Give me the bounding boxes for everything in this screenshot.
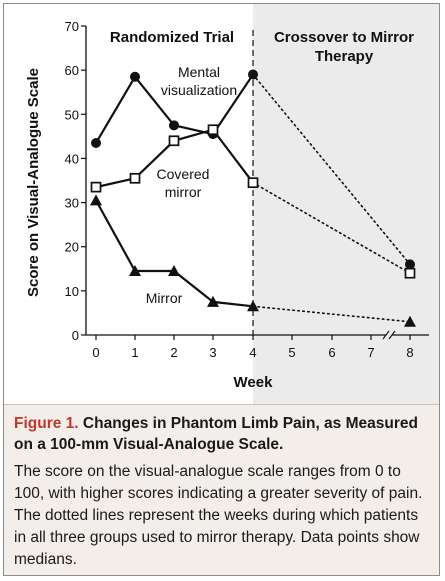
data-point-mental-visualization xyxy=(130,71,140,82)
data-point-mirror xyxy=(207,295,219,307)
series-label-covered-mirror: Covered mirror xyxy=(157,166,210,200)
chart-area: Randomized Trial Crossover to Mirror Thera… xyxy=(4,4,439,404)
data-point-mental-visualization xyxy=(405,259,415,270)
crossover-line-covered-mirror xyxy=(252,181,411,275)
caption-title-text: Changes in Phantom Limb Pain, as Measure… xyxy=(14,415,418,453)
x-tick-label: 7 xyxy=(367,345,374,360)
y-tick-label: 20 xyxy=(65,240,79,255)
x-tick-label: 5 xyxy=(288,345,295,360)
x-tick-label: 3 xyxy=(209,345,216,360)
x-tick-label: 0 xyxy=(92,345,99,360)
data-point-covered-mirror xyxy=(207,124,219,136)
y-axis-title: Score on Visual-Analogue Scale xyxy=(25,68,42,297)
x-tick-label: 8 xyxy=(406,345,413,360)
series-label-mirror: Mirror xyxy=(146,290,183,306)
data-point-mirror xyxy=(247,300,259,312)
y-tick-label: 50 xyxy=(65,107,79,122)
data-point-covered-mirror xyxy=(168,135,180,147)
figure-panel: Randomized Trial Crossover to Mirror Thera… xyxy=(3,3,440,576)
caption-body: The score on the visual-analogue scale r… xyxy=(14,463,423,568)
series-label-mental-visualization: Mental visualization xyxy=(161,64,237,98)
data-point-mirror xyxy=(90,194,102,206)
y-tick-label: 60 xyxy=(65,63,79,78)
figure-label: Figure 1. xyxy=(14,415,79,432)
y-tick-label: 10 xyxy=(65,284,79,299)
x-axis-break-mark xyxy=(388,330,396,340)
data-point-mirror xyxy=(168,264,180,276)
data-point-mental-visualization xyxy=(248,69,258,80)
data-point-mirror xyxy=(404,315,416,327)
x-axis-break-mark xyxy=(382,330,390,340)
x-tick-label: 1 xyxy=(131,345,138,360)
x-tick-label: 4 xyxy=(249,345,256,360)
y-tick-label: 0 xyxy=(72,328,79,343)
data-point-mental-visualization xyxy=(91,137,101,148)
data-point-covered-mirror xyxy=(129,172,141,184)
data-point-covered-mirror xyxy=(90,181,102,193)
caption-title: Figure 1. Changes in Phantom Limb Pain, … xyxy=(14,413,429,455)
crossover-line-mental-visualization xyxy=(252,73,411,266)
y-tick-label: 30 xyxy=(65,196,79,211)
data-point-mirror xyxy=(129,264,141,276)
y-tick-label: 70 xyxy=(65,19,79,34)
y-tick-label: 40 xyxy=(65,151,79,166)
x-tick-label: 2 xyxy=(170,345,177,360)
line-chart: Randomized Trial Crossover to Mirror Thera… xyxy=(25,4,439,404)
data-point-mental-visualization xyxy=(169,120,179,131)
x-axis-title: Week xyxy=(234,374,274,391)
x-tick-label: 6 xyxy=(328,345,335,360)
data-point-covered-mirror xyxy=(404,267,416,279)
phase-label-randomized-trial: Randomized Trial xyxy=(110,29,234,46)
caption-box: Figure 1. Changes in Phantom Limb Pain, … xyxy=(4,404,439,575)
phase-label-crossover: Crossover to Mirror Therapy xyxy=(274,29,414,65)
crossover-phase-shading xyxy=(253,4,439,404)
data-point-covered-mirror xyxy=(247,177,259,189)
crossover-line-mirror xyxy=(252,305,411,323)
